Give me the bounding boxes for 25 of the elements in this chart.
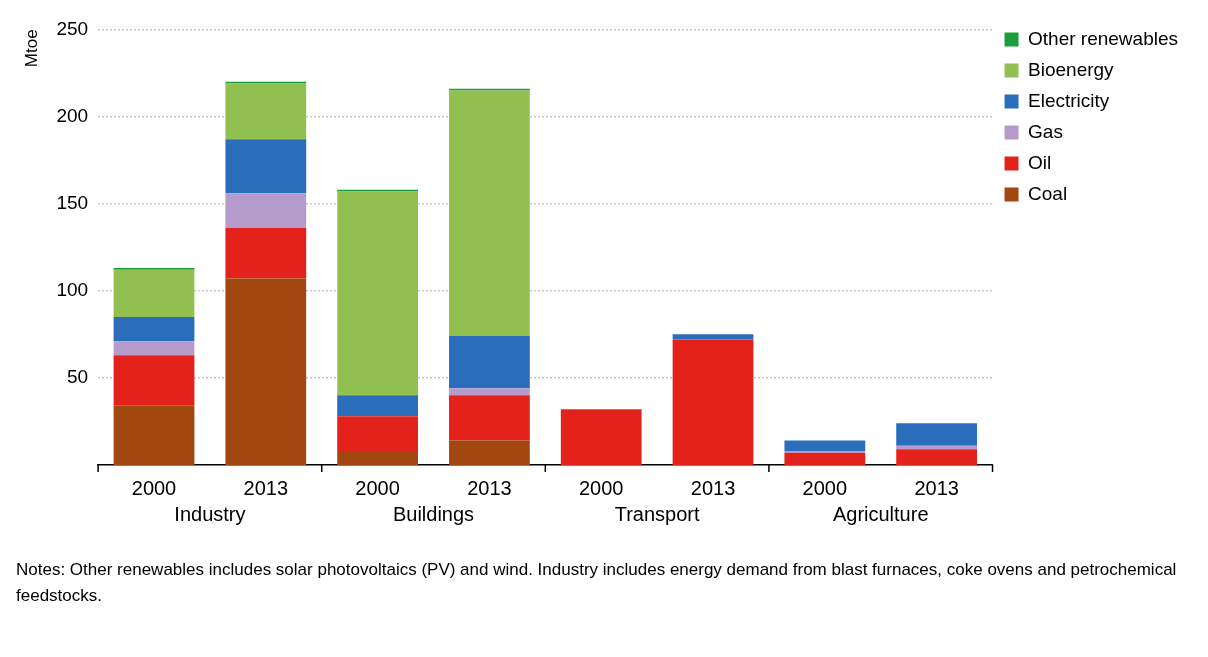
text: Buildings bbox=[392, 502, 475, 525]
y-tick-label: 50 bbox=[66, 366, 89, 388]
y-tick-label: 100 bbox=[56, 278, 89, 300]
text: Industry bbox=[174, 502, 246, 525]
y-tick-label: 250 bbox=[56, 17, 89, 39]
text: Agriculture bbox=[832, 502, 929, 525]
y-tick-label: 200 bbox=[56, 104, 89, 126]
x-tick-label: 2000 bbox=[802, 476, 848, 499]
legend-label: Coal bbox=[1028, 182, 1068, 204]
y-tick-label: 150 bbox=[56, 191, 89, 213]
legend-label: Oil bbox=[1028, 151, 1052, 173]
x-tick-label: 2013 bbox=[690, 476, 736, 499]
text: Notes: Other renewables includes solar photovoltaics (PV) and wind. Industry includes energy demand from blast furnaces, coke ovens and petrochemical feedstocks. bbox=[15, 559, 1178, 607]
x-tick-label: 2013 bbox=[914, 476, 959, 499]
x-tick-label: 2013 bbox=[243, 476, 289, 499]
legend-label: Bioenergy bbox=[1028, 58, 1115, 80]
x-tick-label: 2000 bbox=[131, 476, 177, 499]
y-axis-title: Mtoe bbox=[21, 29, 41, 68]
text: Transport bbox=[614, 502, 700, 525]
x-tick-label: 2013 bbox=[467, 476, 512, 499]
x-tick-label: 2000 bbox=[578, 476, 624, 499]
legend-label: Gas bbox=[1028, 120, 1063, 142]
legend-label: Electricity bbox=[1028, 89, 1110, 111]
x-tick-label: 2000 bbox=[355, 476, 400, 499]
legend-label: Other renewables bbox=[1028, 27, 1178, 49]
